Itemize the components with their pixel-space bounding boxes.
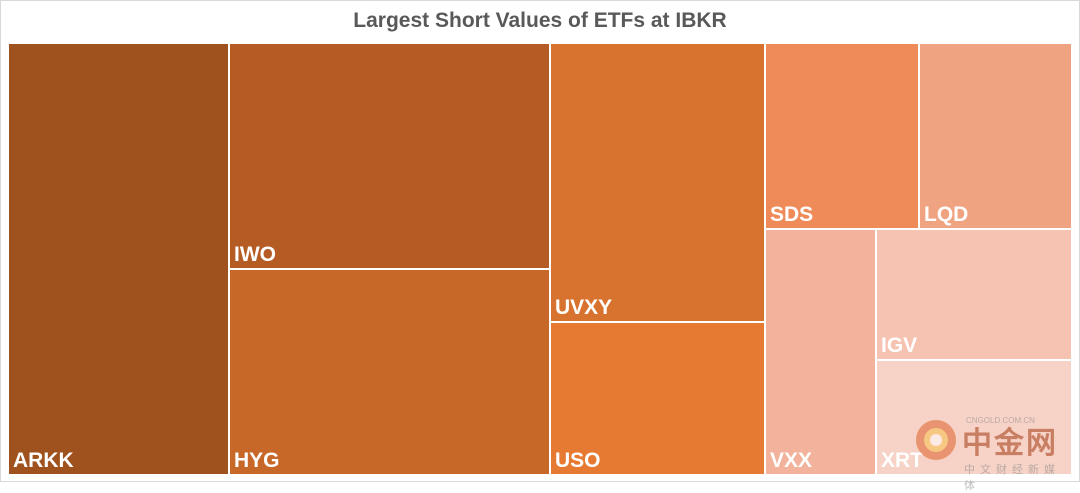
treemap-tile-uvxy — [549, 42, 766, 323]
treemap-label-arkk: ARKK — [13, 449, 74, 472]
treemap: ARKK IWO HYG UVXY USO SDS LQD VXX IGV XRT — [7, 42, 1073, 476]
treemap-tile-xrt — [875, 359, 1073, 476]
treemap-label-sds: SDS — [770, 203, 813, 226]
treemap-label-lqd: LQD — [924, 203, 968, 226]
watermark-tagline: 中文财经新媒体 — [964, 464, 1060, 492]
treemap-label-uso: USO — [555, 449, 601, 472]
watermark: CNGOLD.COM.CN 中金网 中文财经新媒体 — [914, 416, 1074, 492]
treemap-label-hyg: HYG — [234, 449, 280, 472]
treemap-tile-sds — [764, 42, 920, 230]
chart-title: Largest Short Values of ETFs at IBKR — [353, 9, 727, 32]
treemap-tile-vxx — [764, 228, 877, 476]
treemap-tile-igv — [875, 228, 1073, 361]
treemap-tile-lqd — [918, 42, 1073, 230]
treemap-tile-arkk — [7, 42, 230, 476]
treemap-tile-iwo — [228, 42, 551, 270]
watermark-brand: 中金网 — [962, 427, 1058, 460]
cngold-logo-icon — [916, 420, 956, 460]
watermark-url: CNGOLD.COM.CN — [966, 416, 1035, 425]
treemap-label-uvxy: UVXY — [555, 296, 612, 319]
treemap-tile-hyg — [228, 268, 551, 476]
treemap-label-igv: IGV — [881, 334, 917, 357]
treemap-label-iwo: IWO — [234, 243, 276, 266]
treemap-label-xrt: XRT — [881, 449, 923, 472]
treemap-label-vxx: VXX — [770, 449, 812, 472]
treemap-tile-uso — [549, 321, 766, 476]
